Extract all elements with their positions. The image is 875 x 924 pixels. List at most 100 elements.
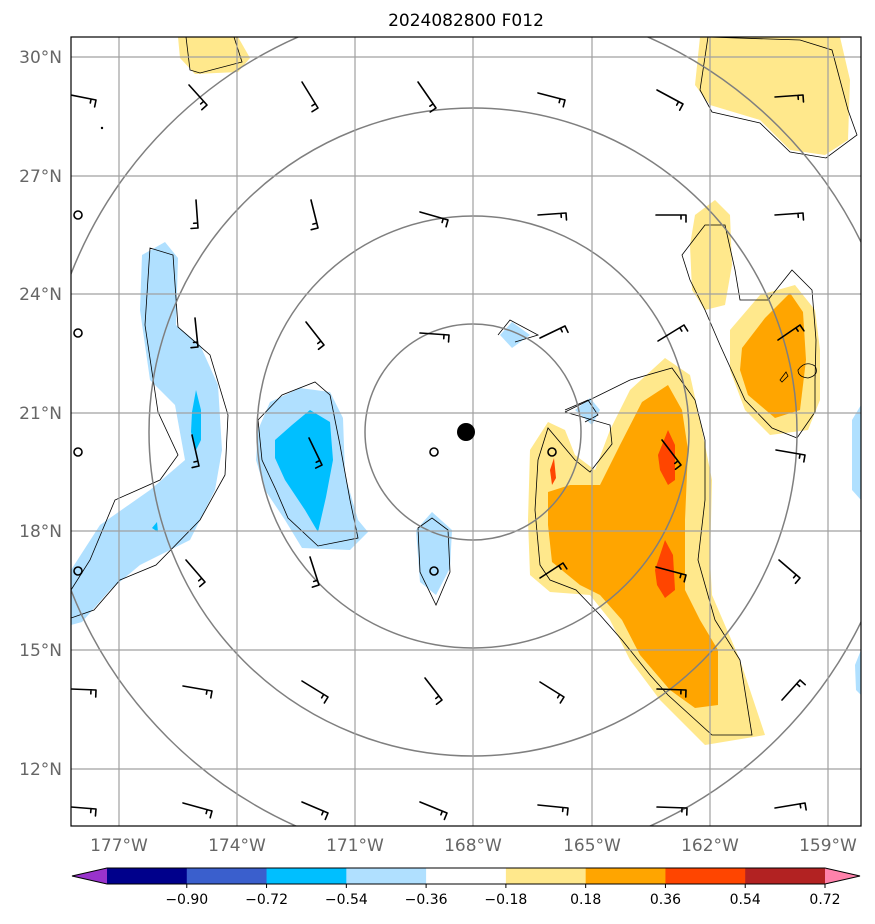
- colorbar-tick-label: −0.18: [484, 892, 527, 908]
- lat-label: 18°N: [19, 522, 62, 542]
- wind-barb-stroke: [661, 439, 682, 471]
- wind-barb-stroke: [182, 685, 213, 699]
- wind-barb-stroke: [774, 94, 805, 103]
- wind-barb: [537, 804, 569, 816]
- wind-barb: [301, 680, 329, 704]
- lat-label: 30°N: [19, 48, 62, 68]
- wind-barb: [305, 321, 325, 351]
- lon-label: 174°W: [208, 836, 266, 856]
- wind-barb-stroke: [309, 556, 320, 588]
- lon-label: 165°W: [563, 836, 621, 856]
- shade-blue-er1: [852, 405, 861, 500]
- wind-barb: [774, 212, 805, 221]
- shade-cyan-c: [275, 410, 333, 532]
- wind-barb-stroke: [537, 212, 568, 221]
- colorbar-tick-label: 0.54: [730, 892, 761, 908]
- wind-barb: [185, 559, 206, 588]
- wind-barb-stroke: [188, 84, 208, 111]
- colorbar-segment: [745, 868, 826, 884]
- positive-shading: [178, 37, 850, 745]
- wind-barb-stroke: [190, 317, 199, 349]
- wind-barb: [190, 317, 199, 349]
- shade-red-3: [550, 458, 556, 485]
- colorbar-segment: [665, 868, 746, 884]
- wind-barb: [419, 332, 450, 343]
- wind-barb-stroke: [539, 681, 565, 704]
- wind-barb-stroke: [301, 81, 319, 113]
- wind-barb: [419, 211, 449, 228]
- colorbar-segment: [426, 868, 507, 884]
- wind-barb: [71, 94, 97, 108]
- storm-center-marker: [457, 423, 475, 441]
- station-marker: [73, 328, 83, 338]
- shade-blue-s: [416, 512, 452, 595]
- shade-orange-e: [740, 293, 806, 418]
- wind-barb-stroke: [301, 801, 329, 821]
- lat-label: 24°N: [19, 285, 62, 305]
- wind-barb-stroke: [774, 802, 807, 811]
- wind-barb: [188, 84, 208, 111]
- colorbar-extend-low: [72, 868, 107, 884]
- shade-cyan-w: [191, 390, 201, 450]
- wind-barb: [182, 802, 213, 819]
- wind-barb-stroke: [182, 802, 213, 819]
- wind-barb: [655, 566, 687, 583]
- wind-barb-stroke: [190, 199, 199, 230]
- contour-lines: [71, 37, 858, 736]
- lon-label: 168°W: [444, 836, 502, 856]
- wind-barb: [301, 801, 329, 821]
- wind-barb-stroke: [424, 677, 443, 706]
- wind-barb-stroke: [310, 199, 319, 231]
- station-marker: [429, 447, 439, 457]
- longitude-labels: 177°W 174°W 171°W 168°W 165°W 162°W 159°…: [90, 836, 857, 856]
- lat-label: 21°N: [19, 404, 62, 424]
- lon-label: 162°W: [681, 836, 739, 856]
- wind-barb: [71, 806, 97, 817]
- wind-barb-stroke: [71, 806, 97, 817]
- wind-barb-stroke: [71, 94, 97, 108]
- wind-barb-stroke: [655, 566, 687, 583]
- colorbar-segment: [505, 868, 587, 884]
- colorbar-segment: [186, 868, 268, 884]
- colorbar-tick-label: 0.36: [650, 892, 681, 908]
- colorbar-segment: [107, 868, 188, 884]
- wind-barb: [774, 94, 805, 103]
- colorbar-outline: [71, 867, 861, 885]
- wind-barb: [539, 681, 565, 704]
- wind-barb: [424, 677, 443, 706]
- wind-barb-stroke: [191, 434, 200, 469]
- wind-barb: [309, 556, 320, 588]
- wind-barb: [539, 562, 568, 579]
- wind-barb-stroke: [774, 212, 805, 221]
- lon-label: 159°W: [799, 836, 857, 856]
- lat-label: 15°N: [19, 641, 62, 661]
- wind-barb-stroke: [537, 92, 566, 108]
- wind-barb-stroke: [656, 89, 684, 111]
- wind-barb: [777, 324, 805, 341]
- latitude-labels: 30°N 27°N 24°N 21°N 18°N 15°N 12°N: [19, 48, 62, 780]
- wind-barb-stroke: [781, 679, 807, 701]
- colorbar-tick-label: −0.54: [325, 892, 368, 908]
- wind-barb: [539, 325, 569, 339]
- wind-barb-stroke: [419, 801, 448, 821]
- wind-barb: [301, 81, 319, 113]
- map-layers: [71, 37, 861, 826]
- wind-barb: [417, 81, 437, 113]
- wind-barb-stroke: [775, 449, 806, 463]
- shade-blue-n: [500, 322, 530, 348]
- colorbar-tick-label: 0.18: [570, 892, 601, 908]
- wind-barb: [781, 679, 807, 701]
- wind-barb-stroke: [777, 324, 805, 341]
- wind-barb: [71, 688, 97, 698]
- wind-barb: [775, 449, 806, 463]
- wind-barb-stroke: [656, 806, 688, 816]
- station-marker: [73, 447, 83, 457]
- wind-barb: [537, 92, 566, 108]
- shade-blue-w: [71, 242, 222, 625]
- wind-barb-stroke: [539, 562, 568, 579]
- wind-barb: [308, 437, 323, 469]
- shade-blue-small: [575, 398, 600, 425]
- lat-label: 27°N: [19, 167, 62, 187]
- figure-title: 2024082800 F012: [388, 11, 544, 31]
